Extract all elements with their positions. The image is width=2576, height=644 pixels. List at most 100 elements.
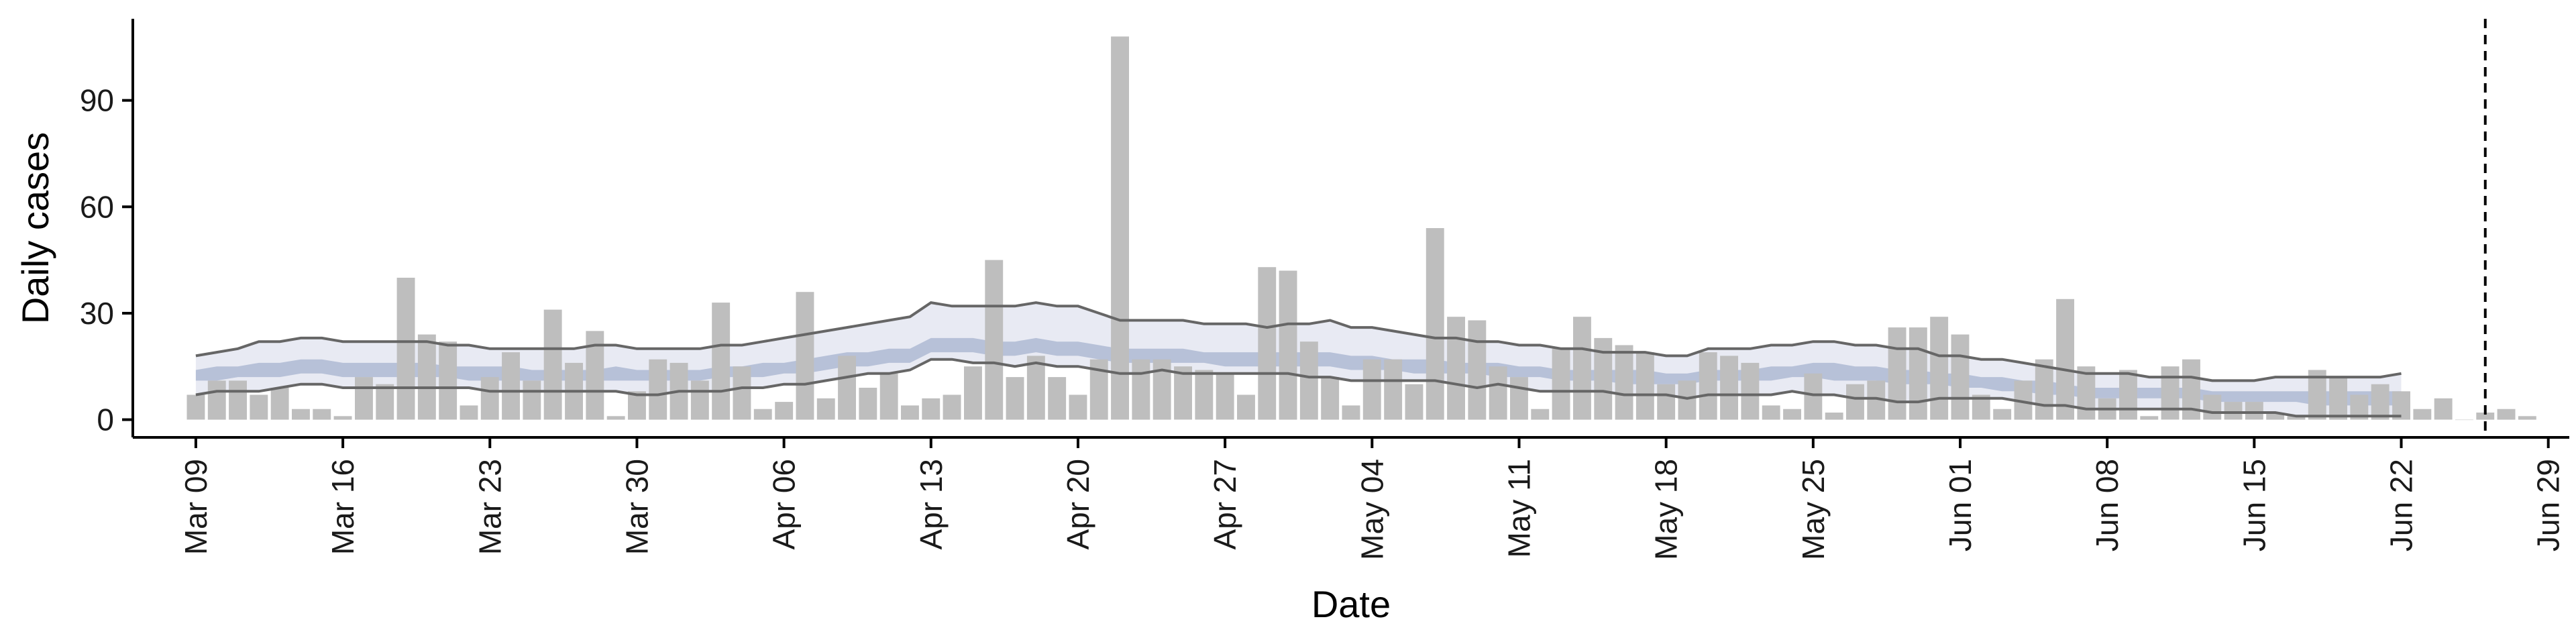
- case-bar: [1657, 384, 1676, 420]
- case-bar: [417, 334, 436, 420]
- case-bar: [2476, 413, 2495, 420]
- case-bar: [1531, 409, 1550, 420]
- case-bar: [901, 405, 919, 420]
- case-bar: [2497, 409, 2516, 420]
- case-bar: [2119, 370, 2137, 420]
- case-bar: [1279, 270, 1297, 420]
- upper-interval-line: [195, 301, 2402, 382]
- case-bar: [439, 341, 458, 420]
- x-tick-label: Mar 09: [178, 459, 213, 555]
- case-bar: [1888, 327, 1907, 420]
- interval-lines: [195, 301, 2402, 418]
- case-bar: [313, 409, 331, 420]
- case-bar: [292, 409, 310, 420]
- inner-uncertainty-band: [195, 337, 2402, 406]
- x-tick-label: Mar 16: [325, 459, 360, 555]
- case-bar: [985, 260, 1004, 420]
- case-bar: [1132, 359, 1150, 420]
- case-bar: [775, 402, 794, 420]
- case-bar: [1216, 373, 1234, 420]
- axes: 0 30 60 90 Mar 09 Mar 16 Mar 23 Mar 30 Apr 06 Ap…: [80, 19, 2569, 560]
- case-bar: [1447, 317, 1465, 420]
- x-tick-label: Apr 06: [767, 459, 802, 550]
- case-bar: [1069, 394, 1087, 420]
- case-bar: [2287, 416, 2306, 420]
- case-bar: [460, 405, 478, 420]
- case-bar: [523, 380, 541, 420]
- case-bar: [1237, 394, 1255, 420]
- case-bar: [1342, 405, 1360, 420]
- case-bar: [1362, 359, 1381, 420]
- case-bar: [2035, 359, 2053, 420]
- case-bar: [1846, 384, 1864, 420]
- case-bar: [2161, 366, 2180, 420]
- case-bar: [1909, 327, 1927, 420]
- lower-interval-line: [195, 358, 2402, 418]
- case-bar: [502, 352, 520, 420]
- case-bar: [333, 416, 352, 420]
- case-bar: [2056, 299, 2074, 420]
- case-bar: [606, 416, 625, 420]
- y-tick-label: 60: [80, 189, 114, 224]
- case-bar: [1048, 377, 1067, 420]
- case-bar: [1489, 366, 1507, 420]
- case-bar: [879, 373, 898, 420]
- case-bar: [1783, 409, 1801, 420]
- case-bar: [1468, 320, 1487, 420]
- x-tick-label: Mar 23: [472, 459, 507, 555]
- case-bar: [1720, 356, 1738, 420]
- case-bar: [922, 398, 941, 420]
- case-bar: [1195, 370, 1214, 420]
- x-tick-label: Jun 15: [2237, 459, 2271, 551]
- case-bar: [690, 380, 709, 420]
- case-bar: [1111, 36, 1129, 420]
- y-tick-label: 0: [97, 402, 114, 437]
- case-bar: [943, 394, 961, 420]
- case-bar: [1321, 377, 1340, 420]
- case-bar: [964, 366, 982, 420]
- case-bar: [396, 278, 415, 420]
- x-tick-label: Jun 01: [1943, 459, 1978, 551]
- case-bar: [1573, 317, 1591, 420]
- daily-case-bars: [186, 36, 2536, 421]
- case-bar: [1174, 366, 1192, 420]
- case-bar: [1026, 356, 1045, 420]
- x-tick-label: Jun 22: [2384, 459, 2419, 551]
- y-axis-ticks: 0 30 60 90: [80, 83, 133, 437]
- case-bar: [2371, 384, 2390, 420]
- case-bar: [207, 380, 226, 420]
- case-bar: [1552, 348, 1570, 420]
- case-bar: [2455, 419, 2473, 421]
- case-bar: [2329, 377, 2347, 420]
- x-tick-label: May 18: [1649, 459, 1684, 560]
- case-bar: [2203, 394, 2222, 420]
- case-bar: [480, 377, 499, 420]
- case-bar: [1741, 362, 1760, 420]
- case-bar: [186, 394, 205, 420]
- case-bar: [2077, 366, 2096, 420]
- case-bar: [796, 292, 814, 420]
- x-tick-label: May 25: [1796, 459, 1831, 560]
- case-bar: [1930, 317, 1949, 420]
- x-tick-label: Mar 30: [619, 459, 654, 555]
- case-bar: [1678, 380, 1697, 420]
- x-axis-title: Date: [1311, 583, 1391, 625]
- x-tick-label: Jun 08: [2090, 459, 2125, 551]
- x-tick-label: May 04: [1354, 459, 1389, 560]
- case-bar: [838, 356, 856, 420]
- case-bar: [712, 303, 731, 420]
- case-bar: [2266, 413, 2285, 420]
- case-bar: [2245, 402, 2263, 420]
- case-bar: [270, 388, 289, 420]
- case-bar: [250, 394, 268, 420]
- case-bar: [1699, 352, 1717, 420]
- y-axis-title: Daily cases: [14, 132, 56, 324]
- case-bar: [816, 398, 835, 420]
- case-bar: [1510, 377, 1528, 420]
- case-bar: [355, 377, 373, 420]
- case-bar: [229, 380, 247, 420]
- case-bar: [2140, 416, 2159, 420]
- case-bar: [2413, 409, 2432, 420]
- case-bar: [1299, 341, 1318, 420]
